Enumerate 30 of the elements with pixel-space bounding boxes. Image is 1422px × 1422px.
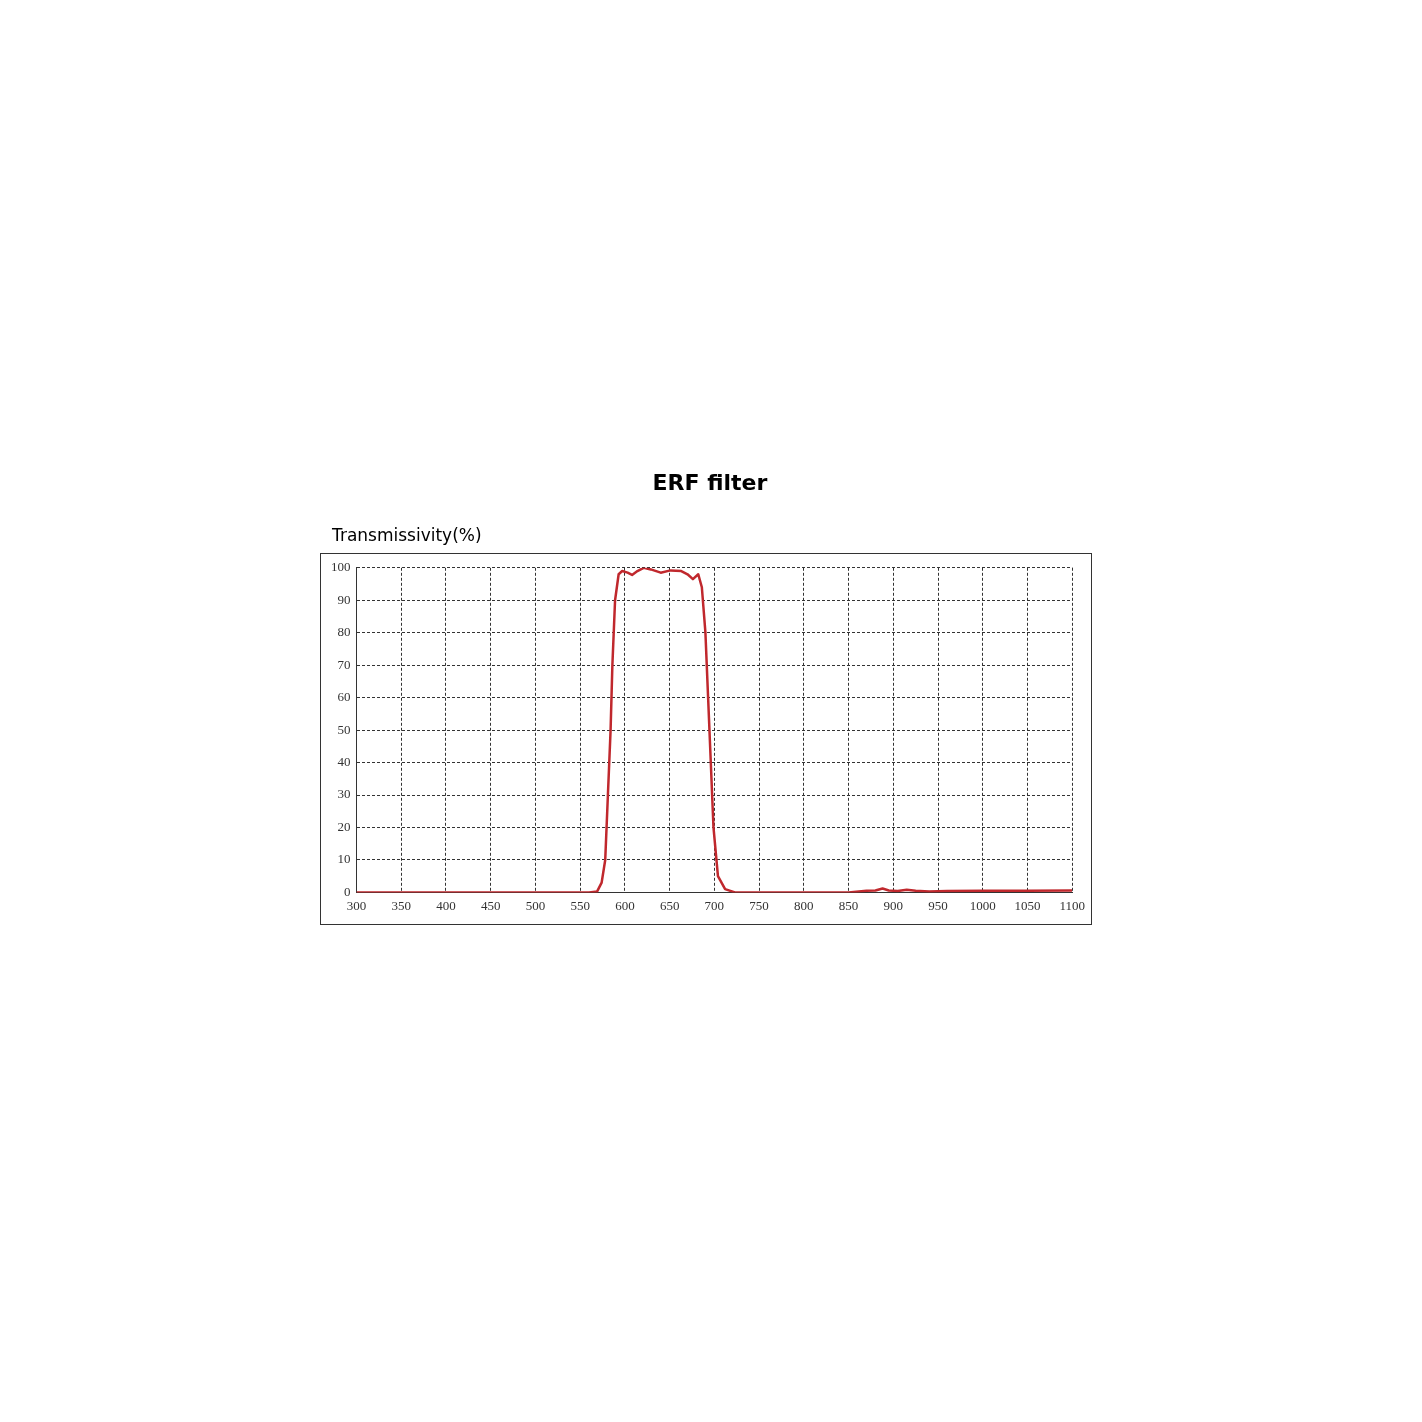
x-tick-label: 700 [704, 897, 725, 913]
x-tick-label: 400 [436, 897, 456, 913]
x-tick-label: 300 [346, 897, 367, 913]
x-tick-label: 850 [838, 897, 859, 913]
y-tick-label: 0 [344, 883, 351, 899]
x-tick-label: 500 [525, 897, 546, 913]
y-tick-label: 100 [331, 559, 351, 575]
y-tick-label: 30 [337, 786, 351, 802]
x-tick-label: 750 [749, 897, 769, 913]
y-tick-label: 10 [337, 851, 351, 867]
x-tick-label: 600 [615, 897, 635, 913]
y-tick-label: 70 [337, 656, 351, 672]
x-tick-label: 650 [659, 897, 680, 913]
y-tick-label: 20 [337, 818, 351, 834]
y-tick-label: 60 [337, 689, 351, 705]
chart-title: ERF filter [651, 470, 769, 495]
x-tick-label: 350 [391, 897, 411, 913]
y-tick-label: 80 [337, 624, 351, 640]
x-tick-label: 1100 [1059, 897, 1086, 913]
y-axis-title: Transmissivity(%) [332, 525, 483, 545]
x-tick-label: 450 [480, 897, 501, 913]
y-tick-label: 50 [337, 721, 351, 737]
x-tick-label: 1000 [969, 897, 996, 913]
x-tick-label: 900 [883, 897, 904, 913]
y-tick-label: 40 [337, 753, 351, 769]
x-tick-label: 1050 [1014, 897, 1041, 913]
x-tick-label: 800 [794, 897, 814, 913]
x-tick-label: 550 [570, 897, 590, 913]
y-tick-label: 90 [337, 591, 351, 607]
x-tick-label: 950 [928, 897, 948, 913]
